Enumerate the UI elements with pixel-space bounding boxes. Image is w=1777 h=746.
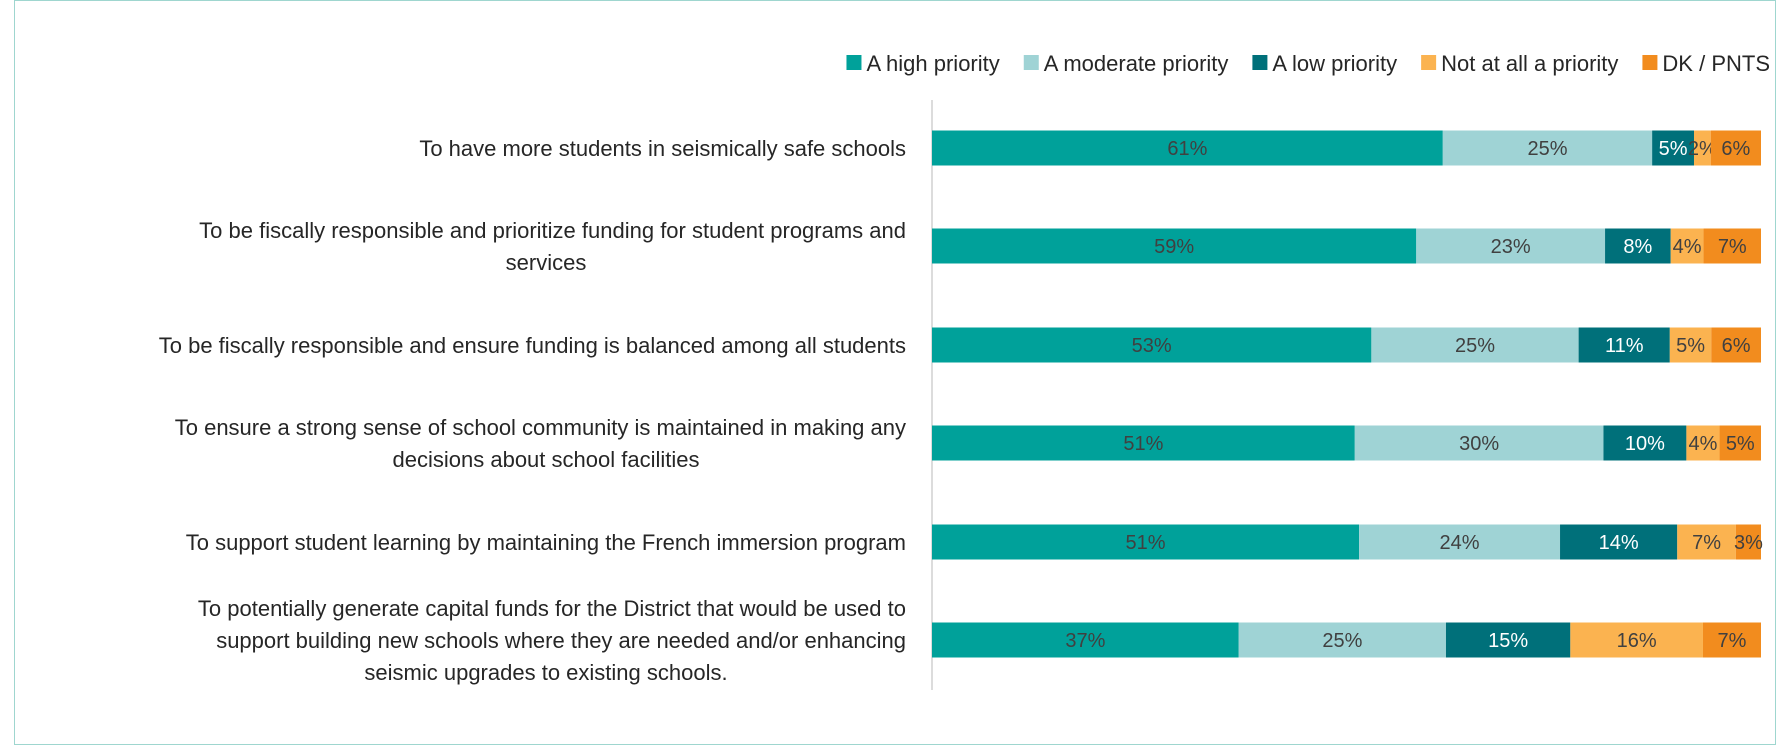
legend-swatch-1 (846, 55, 862, 70)
category-label-2-line-2: services (506, 250, 587, 275)
bar-row2-seg3 (1605, 228, 1671, 264)
data-label-row3-seg5: 6% (1722, 335, 1751, 357)
category-label-3-line-1: To be fiscally responsible and ensure fu… (159, 333, 906, 358)
bar-row5-seg1 (932, 524, 1360, 560)
data-label-row3-seg2: 25% (1455, 335, 1495, 357)
category-label-6-line-3: seismic upgrades to existing schools. (364, 660, 727, 685)
data-label-row4-seg4: 4% (1689, 433, 1718, 455)
data-label-row1-seg3: 5% (1659, 138, 1688, 160)
chart-frame (14, 0, 1776, 745)
data-label-row6-seg5: 7% (1718, 630, 1747, 652)
category-label-6-line-1: To potentially generate capital funds fo… (198, 596, 906, 621)
bar-row6-seg1 (932, 622, 1239, 658)
data-label-row4-seg5: 5% (1726, 433, 1755, 455)
data-label-row5-seg4: 7% (1692, 532, 1721, 554)
legend-label-1: A high priority (866, 51, 999, 76)
data-label-row4-seg2: 30% (1459, 433, 1499, 455)
category-label-4-line-1: To ensure a strong sense of school commu… (175, 415, 906, 440)
bar-row3-seg3 (1578, 327, 1670, 363)
legend-label-3: A low priority (1272, 51, 1397, 76)
data-label-row2-seg1: 59% (1154, 236, 1194, 258)
bar-row5-seg2 (1359, 524, 1561, 560)
data-label-row2-seg3: 8% (1623, 236, 1652, 258)
data-label-row1-seg4: 2% (1688, 138, 1717, 160)
data-label-row1-seg1: 61% (1167, 138, 1207, 160)
legend-swatch-3 (1252, 55, 1268, 70)
legend-swatch-5 (1642, 55, 1658, 70)
legend-swatch-2 (1023, 55, 1039, 70)
bar-row1-seg3 (1652, 130, 1695, 166)
bar-row4-seg5 (1719, 425, 1761, 461)
bar-row3-seg4 (1669, 327, 1712, 363)
data-label-row1-seg5: 6% (1721, 138, 1750, 160)
data-label-row1-seg2: 25% (1527, 138, 1567, 160)
bar-row5-seg5 (1735, 524, 1761, 560)
data-label-row3-seg4: 5% (1676, 335, 1705, 357)
legend-label-5: DK / PNTS (1662, 51, 1770, 76)
bar-row2-seg2 (1416, 228, 1606, 264)
data-label-row2-seg2: 23% (1491, 236, 1531, 258)
data-label-row4-seg3: 10% (1625, 433, 1665, 455)
data-label-row5-seg1: 51% (1126, 532, 1166, 554)
bar-row3-seg1 (932, 327, 1372, 363)
bar-row6-seg5 (1702, 622, 1761, 658)
bar-row1-seg5 (1710, 130, 1761, 166)
bar-row3-seg5 (1711, 327, 1761, 363)
category-label-6-line-2: support building new schools where they … (216, 628, 906, 653)
bar-row5-seg4 (1677, 524, 1736, 560)
data-label-row6-seg4: 16% (1617, 630, 1657, 652)
data-label-row6-seg2: 25% (1322, 630, 1362, 652)
bar-row2-seg5 (1703, 228, 1761, 264)
data-label-row3-seg3: 11% (1605, 335, 1644, 357)
bar-row6-seg2 (1238, 622, 1446, 658)
bar-row5-seg3 (1560, 524, 1678, 560)
category-label-4-line-2: decisions about school facilities (393, 447, 700, 472)
category-label-1-line-1: To have more students in seismically saf… (419, 136, 906, 161)
bar-row4-seg2 (1354, 425, 1604, 461)
data-label-row6-seg3: 15% (1488, 630, 1528, 652)
legend: A high priority A moderate priority A low … (846, 51, 1770, 76)
bar-row3-seg2 (1371, 327, 1579, 363)
bar-row1-seg4 (1694, 130, 1711, 166)
bar-row6-seg4 (1570, 622, 1703, 658)
data-label-row3-seg1: 53% (1132, 335, 1172, 357)
data-label-row5-seg2: 24% (1440, 532, 1480, 554)
bar-row4-seg3 (1603, 425, 1687, 461)
bar-row1-seg1 (932, 130, 1443, 166)
data-label-row2-seg5: 7% (1718, 236, 1747, 258)
bar-row2-seg1 (932, 228, 1417, 264)
data-label-row5-seg3: 14% (1599, 532, 1639, 554)
bar-row2-seg4 (1670, 228, 1704, 264)
bar-row1-seg2 (1442, 130, 1653, 166)
category-label-5-line-1: To support student learning by maintaini… (186, 530, 906, 555)
legend-label-4: Not at all a priority (1441, 51, 1618, 76)
legend-label-2: A moderate priority (1044, 51, 1229, 76)
data-label-row5-seg5: 3% (1734, 532, 1763, 554)
legend-swatch-4 (1421, 55, 1437, 70)
data-label-row6-seg1: 37% (1065, 630, 1105, 652)
bar-row6-seg3 (1445, 622, 1571, 658)
data-label-row4-seg1: 51% (1123, 433, 1163, 455)
data-label-row2-seg4: 4% (1673, 236, 1702, 258)
bar-row4-seg4 (1686, 425, 1720, 461)
bar-row4-seg1 (932, 425, 1355, 461)
category-label-2-line-1: To be fiscally responsible and prioritiz… (199, 218, 906, 243)
